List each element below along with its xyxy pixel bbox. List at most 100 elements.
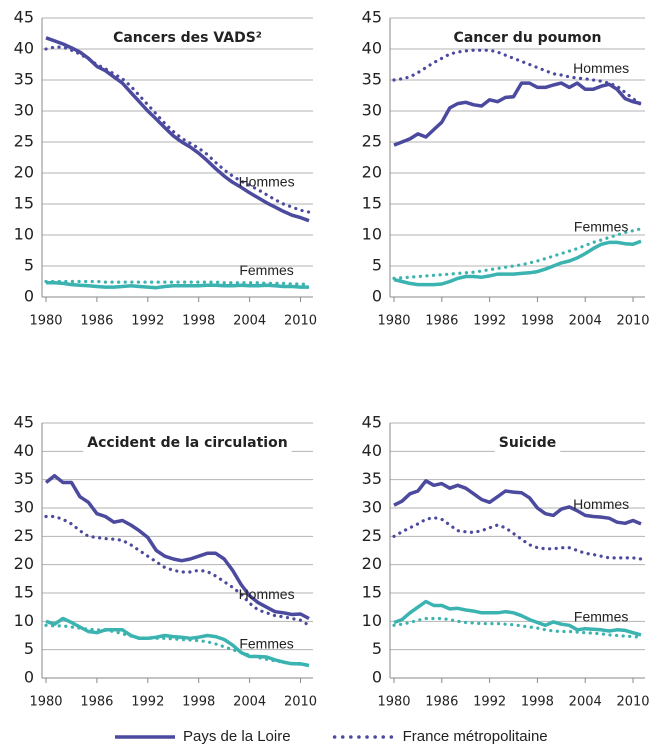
title-background: [494, 433, 561, 453]
y-tick-label: 30: [362, 101, 382, 120]
series-label: Hommes: [239, 173, 295, 189]
line-solid: [393, 81, 642, 147]
title-background: [109, 28, 266, 48]
y-tick-label: 35: [362, 70, 382, 89]
legend-label: Pays de la Loire: [183, 728, 291, 745]
x-tick-label: 1986: [425, 695, 458, 710]
y-tick-label: 45: [14, 8, 34, 27]
x-tick-label: 1998: [182, 695, 215, 710]
x-tick-label: 2004: [569, 695, 602, 710]
x-tick-label: 1980: [377, 314, 410, 329]
panel-title: Accident de la circulation: [87, 435, 287, 451]
x-tick-label: 1992: [473, 314, 506, 329]
line-dotted: [44, 514, 311, 627]
y-tick-label: 5: [24, 639, 34, 658]
y-tick-label: 5: [24, 256, 34, 275]
x-tick-label: 1986: [425, 314, 458, 329]
y-tick-label: 20: [362, 163, 382, 182]
y-tick-label: 15: [14, 194, 34, 213]
x-tick-label: 1980: [29, 314, 62, 329]
y-tick-label: 0: [372, 668, 382, 687]
x-tick-label: 1998: [182, 314, 215, 329]
title-background: [83, 433, 292, 453]
line-solid: [44, 473, 310, 621]
panel-title: Cancer du poumon: [454, 30, 602, 46]
y-tick-label: 5: [372, 256, 382, 275]
y-tick-label: 40: [362, 441, 382, 460]
y-tick-label: 40: [14, 39, 34, 58]
y-tick-label: 30: [14, 498, 34, 517]
series-label: Femmes: [239, 262, 293, 278]
y-tick-label: 15: [362, 194, 382, 213]
y-tick-label: 45: [362, 413, 382, 432]
y-tick-label: 45: [362, 8, 382, 27]
y-tick-label: 35: [362, 469, 382, 488]
line-dotted: [44, 279, 311, 287]
line-solid: [46, 280, 309, 290]
y-tick-label: 25: [362, 132, 382, 151]
y-tick-label: 0: [24, 287, 34, 306]
line-solid: [45, 616, 310, 668]
y-tick-label: 20: [362, 554, 382, 573]
series-label: Femmes: [574, 609, 628, 625]
x-tick-label: 2004: [233, 695, 266, 710]
panel: 0 5 10 15 20 25 30 35 40 45 1980 1986 1992 1998 2004 20…: [14, 8, 317, 329]
line-dotted: [44, 45, 311, 214]
series-label: Hommes: [573, 60, 629, 76]
y-tick-label: 20: [14, 163, 34, 182]
series-label: Hommes: [573, 496, 629, 512]
x-tick-label: 2010: [284, 314, 317, 329]
line-solid: [45, 36, 310, 223]
y-tick-label: 40: [14, 441, 34, 460]
x-tick-label: 2004: [569, 314, 602, 329]
x-tick-label: 2010: [616, 695, 649, 710]
panel: 0 5 10 15 20 25 30 35 40 45 1980 1986 1992 1998 2004 20…: [362, 8, 650, 329]
x-tick-label: 1992: [131, 695, 164, 710]
y-tick-label: 25: [14, 526, 34, 545]
line-solid: [393, 239, 642, 287]
title-background: [449, 28, 606, 48]
y-tick-label: 10: [14, 225, 34, 244]
y-tick-label: 25: [362, 526, 382, 545]
y-tick-label: 20: [14, 554, 34, 573]
x-tick-label: 2010: [284, 695, 317, 710]
x-tick-label: 1986: [80, 695, 113, 710]
y-tick-label: 15: [14, 583, 34, 602]
series-label: Femmes: [574, 219, 628, 235]
x-tick-label: 1980: [377, 695, 410, 710]
x-tick-label: 1998: [521, 314, 554, 329]
y-tick-label: 10: [14, 611, 34, 630]
y-tick-label: 35: [14, 70, 34, 89]
panel-title: Suicide: [499, 435, 556, 451]
x-tick-label: 1980: [29, 695, 62, 710]
y-tick-label: 5: [372, 639, 382, 658]
y-tick-label: 45: [14, 413, 34, 432]
x-tick-label: 2004: [233, 314, 266, 329]
panel: 0 5 10 15 20 25 30 35 40 45 1980 1986 1992 1998 2004 20…: [14, 413, 317, 710]
y-tick-label: 40: [362, 39, 382, 58]
y-tick-label: 10: [362, 611, 382, 630]
y-tick-label: 0: [372, 287, 382, 306]
x-tick-label: 2010: [616, 314, 649, 329]
line-dotted: [392, 516, 643, 561]
x-tick-label: 1998: [521, 695, 554, 710]
series-label: Hommes: [239, 586, 295, 602]
line-dotted: [44, 623, 311, 667]
y-tick-label: 30: [362, 498, 382, 517]
x-tick-label: 1986: [80, 314, 113, 329]
y-tick-label: 35: [14, 469, 34, 488]
series-label: Femmes: [239, 636, 293, 652]
x-tick-label: 1992: [131, 314, 164, 329]
line-dotted: [392, 616, 643, 639]
line-solid: [393, 599, 642, 637]
line-dotted: [392, 48, 643, 107]
y-tick-label: 0: [24, 668, 34, 687]
y-tick-label: 10: [362, 225, 382, 244]
panel: 0 5 10 15 20 25 30 35 40 45 1980 1986 1992 1998 2004 20…: [362, 413, 650, 710]
line-solid: [393, 479, 642, 526]
y-tick-label: 15: [362, 583, 382, 602]
x-tick-label: 1992: [473, 695, 506, 710]
y-tick-label: 25: [14, 132, 34, 151]
y-tick-label: 30: [14, 101, 34, 120]
